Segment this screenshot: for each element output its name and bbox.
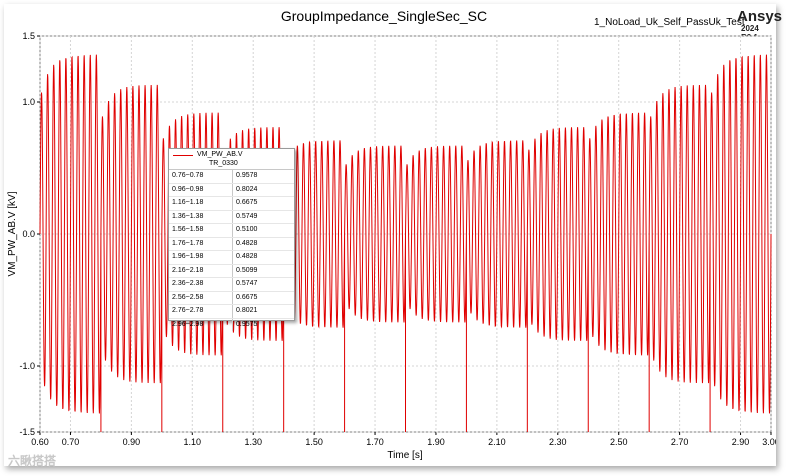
x-tick-label: 0.90	[123, 437, 141, 447]
x-tick-label: 1.70	[366, 437, 384, 447]
legend-value-cell: 0.5099	[236, 266, 258, 274]
legend-row: 1.76~1.78 0.4828	[169, 237, 294, 251]
legend-value-cell: 0.6675	[236, 293, 258, 301]
y-tick-label: -1.0	[19, 361, 35, 371]
legend-row: 1.96~1.98 0.4828	[169, 251, 294, 265]
x-tick-label: 2.90	[732, 437, 750, 447]
legend-header: VM_PW_AB.V TR_0330	[169, 149, 294, 170]
legend-row: 0.96~0.98 0.8024	[169, 183, 294, 197]
x-tick-label: 3.00	[762, 437, 776, 447]
x-tick-label: 1.50	[305, 437, 323, 447]
x-tick-label: 2.50	[610, 437, 628, 447]
legend-range-cell: 1.36~1.38	[169, 210, 233, 223]
x-tick-label: 1.10	[184, 437, 202, 447]
x-tick-label: 1.90	[427, 437, 445, 447]
legend-row: 2.96~2.98 0.9575	[169, 318, 294, 331]
legend-row: 1.16~1.18 0.6675	[169, 197, 294, 211]
legend-range-cell: 0.96~0.98	[169, 183, 233, 196]
series-layer	[39, 54, 772, 432]
watermark: 六瞅搭搭	[8, 454, 57, 468]
legend-value-cell: 0.8024	[236, 185, 258, 193]
legend-subtitle: TR_0330	[209, 160, 238, 167]
legend-row: 2.76~2.78 0.8021	[169, 305, 294, 319]
legend-row: 2.36~2.38 0.5747	[169, 278, 294, 292]
legend-range-cell: 0.76~0.78	[169, 170, 233, 183]
x-tick-label: 0.70	[62, 437, 80, 447]
legend-value-cell: 0.5100	[236, 226, 258, 233]
legend-value-cell: 0.6675	[236, 199, 258, 206]
legend-row: 2.56~2.58 0.6675	[169, 291, 294, 305]
x-tick-label: 2.30	[549, 437, 567, 447]
legend-value-cell: 0.4828	[236, 239, 258, 247]
legend-range-cell: 1.76~1.78	[169, 237, 233, 250]
y-tick-label: 1.0	[22, 97, 35, 107]
legend-value-cell: 0.8021	[236, 307, 258, 314]
y-tick-label: -1.5	[19, 427, 35, 437]
legend-range-cell: 2.96~2.98	[169, 318, 233, 331]
x-tick-label: 0.60	[31, 437, 49, 447]
legend-row: 2.16~2.18 0.5099	[169, 264, 294, 278]
legend-table[interactable]: VM_PW_AB.V TR_0330 0.76~0.78 0.9578 0.96~0…	[168, 148, 295, 331]
tick-layer: 0.60 0.70 0.90 1.10 1.30 1.50 1.70 1.90 2.10 2.30…	[19, 31, 776, 447]
y-axis-title: VM_PW_AB.V [kV]	[7, 191, 18, 276]
plot-area[interactable]: 0.60 0.70 0.90 1.10 1.30 1.50 1.70 1.90 2.10 2.30…	[4, 4, 776, 466]
x-tick-label: 2.10	[488, 437, 506, 447]
legend-line-swatch	[173, 155, 193, 156]
x-axis-title: Time [s]	[387, 450, 422, 461]
legend-row: 1.36~1.38 0.5749	[169, 210, 294, 224]
chart-title: GroupImpedance_SingleSec_SC	[280, 8, 488, 24]
legend-range-cell: 1.16~1.18	[169, 197, 233, 210]
design-name: 1_NoLoad_Uk_Self_PassUk_Test	[594, 17, 745, 28]
series-line-vm-pw-ab	[39, 54, 772, 432]
legend-range-cell: 2.56~2.58	[169, 291, 233, 304]
legend-value-cell: 0.9578	[236, 172, 258, 179]
legend-range-cell: 2.16~2.18	[169, 264, 233, 277]
x-tick-label: 1.30	[244, 437, 262, 447]
legend-rows: 0.76~0.78 0.9578 0.96~0.98 0.8024 1.16~1.18 0…	[169, 170, 294, 331]
legend-series-name: VM_PW_AB.V	[197, 151, 243, 158]
legend-value-cell: 0.9575	[236, 320, 258, 328]
legend-row: 0.76~0.78 0.9578	[169, 170, 294, 184]
chart-frame: GroupImpedance_SingleSec_SC 1_NoLoad_Uk_…	[4, 4, 782, 466]
y-tick-label: 1.5	[22, 31, 35, 41]
legend-range-cell: 1.56~1.58	[169, 224, 233, 237]
x-tick-label: 2.70	[671, 437, 689, 447]
legend-value-cell: 0.5747	[236, 280, 258, 287]
legend-range-cell: 2.36~2.38	[169, 278, 233, 291]
legend-range-cell: 1.96~1.98	[169, 251, 233, 264]
brand-logo: Ansys	[737, 8, 783, 25]
y-tick-label: 0.0	[22, 229, 35, 239]
legend-row: 1.56~1.58 0.5100	[169, 224, 294, 238]
legend-value-cell: 0.4828	[236, 253, 258, 260]
legend-value-cell: 0.5749	[236, 212, 258, 220]
legend-range-cell: 2.76~2.78	[169, 305, 233, 318]
